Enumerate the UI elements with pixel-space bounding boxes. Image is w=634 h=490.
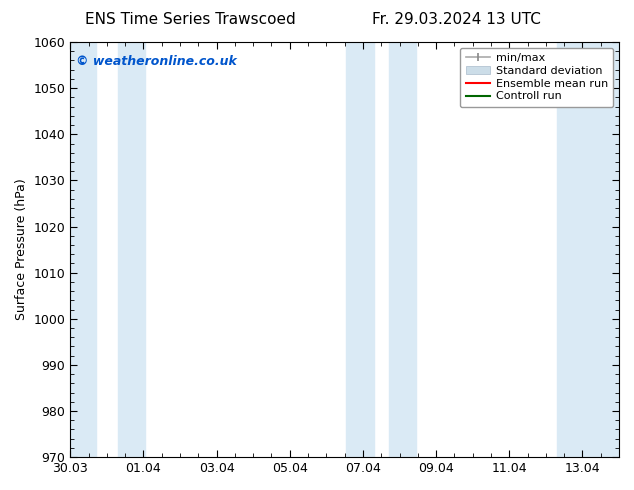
Bar — [118, 42, 145, 457]
Text: Fr. 29.03.2024 13 UTC: Fr. 29.03.2024 13 UTC — [372, 12, 541, 27]
Bar — [346, 42, 374, 457]
Y-axis label: Surface Pressure (hPa): Surface Pressure (hPa) — [15, 179, 28, 320]
Legend: min/max, Standard deviation, Ensemble mean run, Controll run: min/max, Standard deviation, Ensemble me… — [460, 48, 614, 107]
Text: © weatheronline.co.uk: © weatheronline.co.uk — [76, 54, 236, 68]
Text: ENS Time Series Trawscoed: ENS Time Series Trawscoed — [85, 12, 295, 27]
Bar — [68, 42, 96, 457]
Bar — [389, 42, 416, 457]
Bar — [557, 42, 621, 457]
